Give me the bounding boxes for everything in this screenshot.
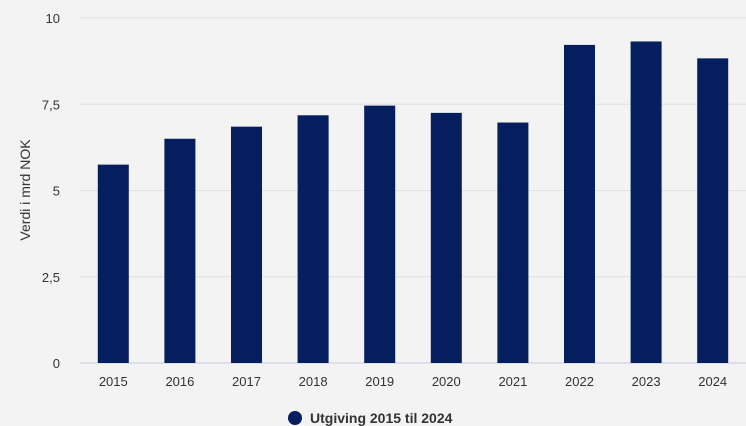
- x-tick-label: 2017: [232, 374, 261, 389]
- bar-2024[interactable]: [697, 58, 729, 364]
- x-tick-label: 2024: [698, 374, 727, 389]
- bar-2017[interactable]: [231, 126, 262, 363]
- y-tick-label: 5: [53, 184, 60, 199]
- bar-2020[interactable]: [430, 112, 462, 363]
- x-tick-label: 2016: [165, 374, 194, 389]
- legend[interactable]: Utgiving 2015 til 2024: [288, 410, 452, 426]
- y-tick-label: 0: [53, 356, 60, 371]
- x-tick-label: 2019: [365, 374, 394, 389]
- x-tick-label: 2021: [498, 374, 527, 389]
- x-tick-label: 2018: [299, 374, 328, 389]
- y-tick-label: 10: [46, 11, 60, 26]
- x-axis-ticks: 2015 2016 2017 2018 2019 2020 2021 2022 2023 2024: [99, 374, 727, 389]
- bar-2016[interactable]: [164, 138, 196, 363]
- bar-2019[interactable]: [364, 105, 396, 363]
- bar-2021[interactable]: [497, 122, 529, 363]
- bar-2022[interactable]: [564, 44, 595, 363]
- x-tick-label: 2023: [632, 374, 661, 389]
- legend-swatch-icon: [288, 411, 302, 425]
- bar-2023[interactable]: [630, 41, 662, 364]
- y-tick-label: 7,5: [42, 97, 60, 112]
- x-tick-label: 2015: [99, 374, 128, 389]
- bars: [97, 41, 729, 364]
- y-tick-label: 2,5: [42, 270, 60, 285]
- bar-2015[interactable]: [97, 164, 129, 363]
- x-tick-label: 2020: [432, 374, 461, 389]
- legend-label: Utgiving 2015 til 2024: [310, 410, 453, 426]
- y-axis-ticks: 0 2,5 5 7,5 10: [42, 11, 60, 371]
- x-tick-label: 2022: [565, 374, 594, 389]
- bar-2018[interactable]: [297, 115, 329, 363]
- y-axis-title: Verdi i mrd NOK: [17, 139, 33, 241]
